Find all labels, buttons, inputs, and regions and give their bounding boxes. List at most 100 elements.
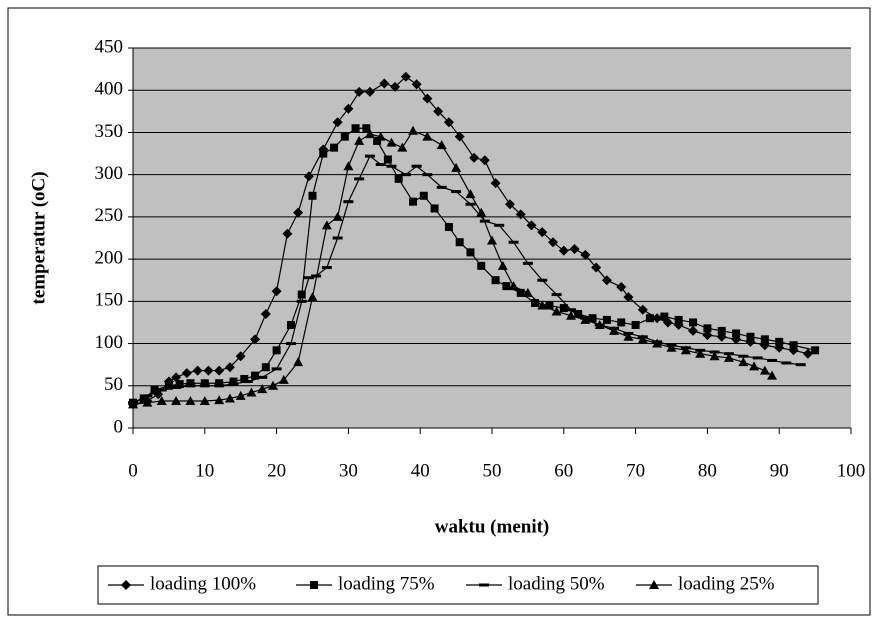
data-point [282, 228, 293, 239]
data-point [397, 142, 408, 152]
data-point [491, 276, 500, 285]
series-line [132, 75, 809, 405]
data-point [332, 211, 343, 221]
data-point [257, 384, 268, 394]
data-point [494, 223, 505, 227]
data-point [330, 143, 339, 152]
data-point [680, 345, 691, 355]
data-point [469, 152, 480, 163]
data-point [781, 361, 792, 365]
x-tick-label: 90 [770, 460, 789, 481]
data-point [343, 103, 354, 114]
y-tick-label: 400 [95, 79, 124, 100]
data-point [192, 365, 203, 376]
x-tick-label: 30 [339, 460, 358, 481]
data-point [354, 86, 365, 97]
data-point [601, 275, 612, 286]
data-point [321, 220, 332, 230]
data-point [251, 371, 260, 380]
data-point [400, 71, 411, 82]
data-point [695, 348, 706, 358]
y-tick-label: 200 [95, 247, 124, 268]
data-point [272, 346, 281, 355]
data-point [422, 131, 433, 141]
data-point [181, 368, 192, 379]
data-point [502, 282, 511, 291]
data-point [319, 149, 328, 158]
data-point [364, 129, 375, 139]
data-point [609, 325, 620, 335]
data-point [660, 312, 669, 321]
data-point [702, 330, 713, 341]
legend-label: loading 50% [508, 573, 605, 594]
data-point [214, 395, 225, 405]
data-point [811, 346, 820, 355]
data-point [422, 173, 433, 177]
data-point [164, 381, 173, 390]
data-point [186, 379, 195, 388]
data-point [531, 299, 540, 308]
data-point [504, 199, 515, 210]
data-point [548, 237, 559, 248]
data-point [522, 261, 533, 265]
data-point [666, 342, 677, 352]
data-point [451, 162, 462, 172]
data-point [637, 304, 648, 315]
data-point [732, 329, 741, 338]
data-point [476, 207, 487, 217]
data-point [375, 163, 386, 167]
data-point [795, 363, 806, 367]
legend-box [97, 565, 819, 605]
data-point [242, 380, 253, 384]
data-point [746, 332, 755, 341]
data-point [617, 318, 626, 327]
data-point [203, 365, 214, 376]
data-point [171, 395, 182, 405]
data-point [558, 245, 569, 256]
data-point [411, 79, 422, 90]
data-point [235, 390, 246, 400]
data-point [436, 140, 447, 150]
data-point [362, 124, 371, 133]
legend-marker [649, 580, 659, 589]
data-point [802, 348, 813, 359]
data-point [516, 288, 525, 297]
data-point [465, 189, 476, 199]
data-point [400, 173, 411, 177]
data-point [455, 238, 464, 247]
data-point [293, 357, 304, 367]
data-point [128, 399, 138, 409]
data-point [537, 278, 548, 282]
data-point [545, 301, 554, 310]
data-point [436, 185, 447, 189]
data-point [444, 223, 453, 232]
data-point [185, 384, 196, 388]
data-point [465, 202, 476, 206]
x-tick-label: 10 [195, 460, 214, 481]
legend-label: loading 25% [678, 573, 775, 594]
data-point [250, 334, 261, 345]
data-point [260, 309, 271, 319]
data-point [214, 365, 225, 376]
data-point [738, 354, 749, 358]
data-point [443, 117, 454, 128]
data-point [479, 155, 490, 166]
data-point [591, 262, 602, 273]
legend-marker [310, 581, 318, 589]
data-point [340, 132, 349, 141]
data-point [307, 292, 318, 302]
x-tick-label: 60 [554, 460, 573, 481]
data-point [602, 315, 611, 324]
data-point [717, 326, 726, 335]
data-point [285, 342, 296, 346]
data-point [723, 352, 734, 362]
data-point [185, 395, 196, 405]
data-point [454, 131, 465, 142]
data-point [379, 78, 390, 89]
data-point [709, 351, 720, 361]
data-point [364, 86, 375, 97]
data-point [411, 164, 422, 168]
data-point [490, 178, 501, 189]
data-point [354, 135, 365, 145]
data-point [257, 375, 268, 379]
